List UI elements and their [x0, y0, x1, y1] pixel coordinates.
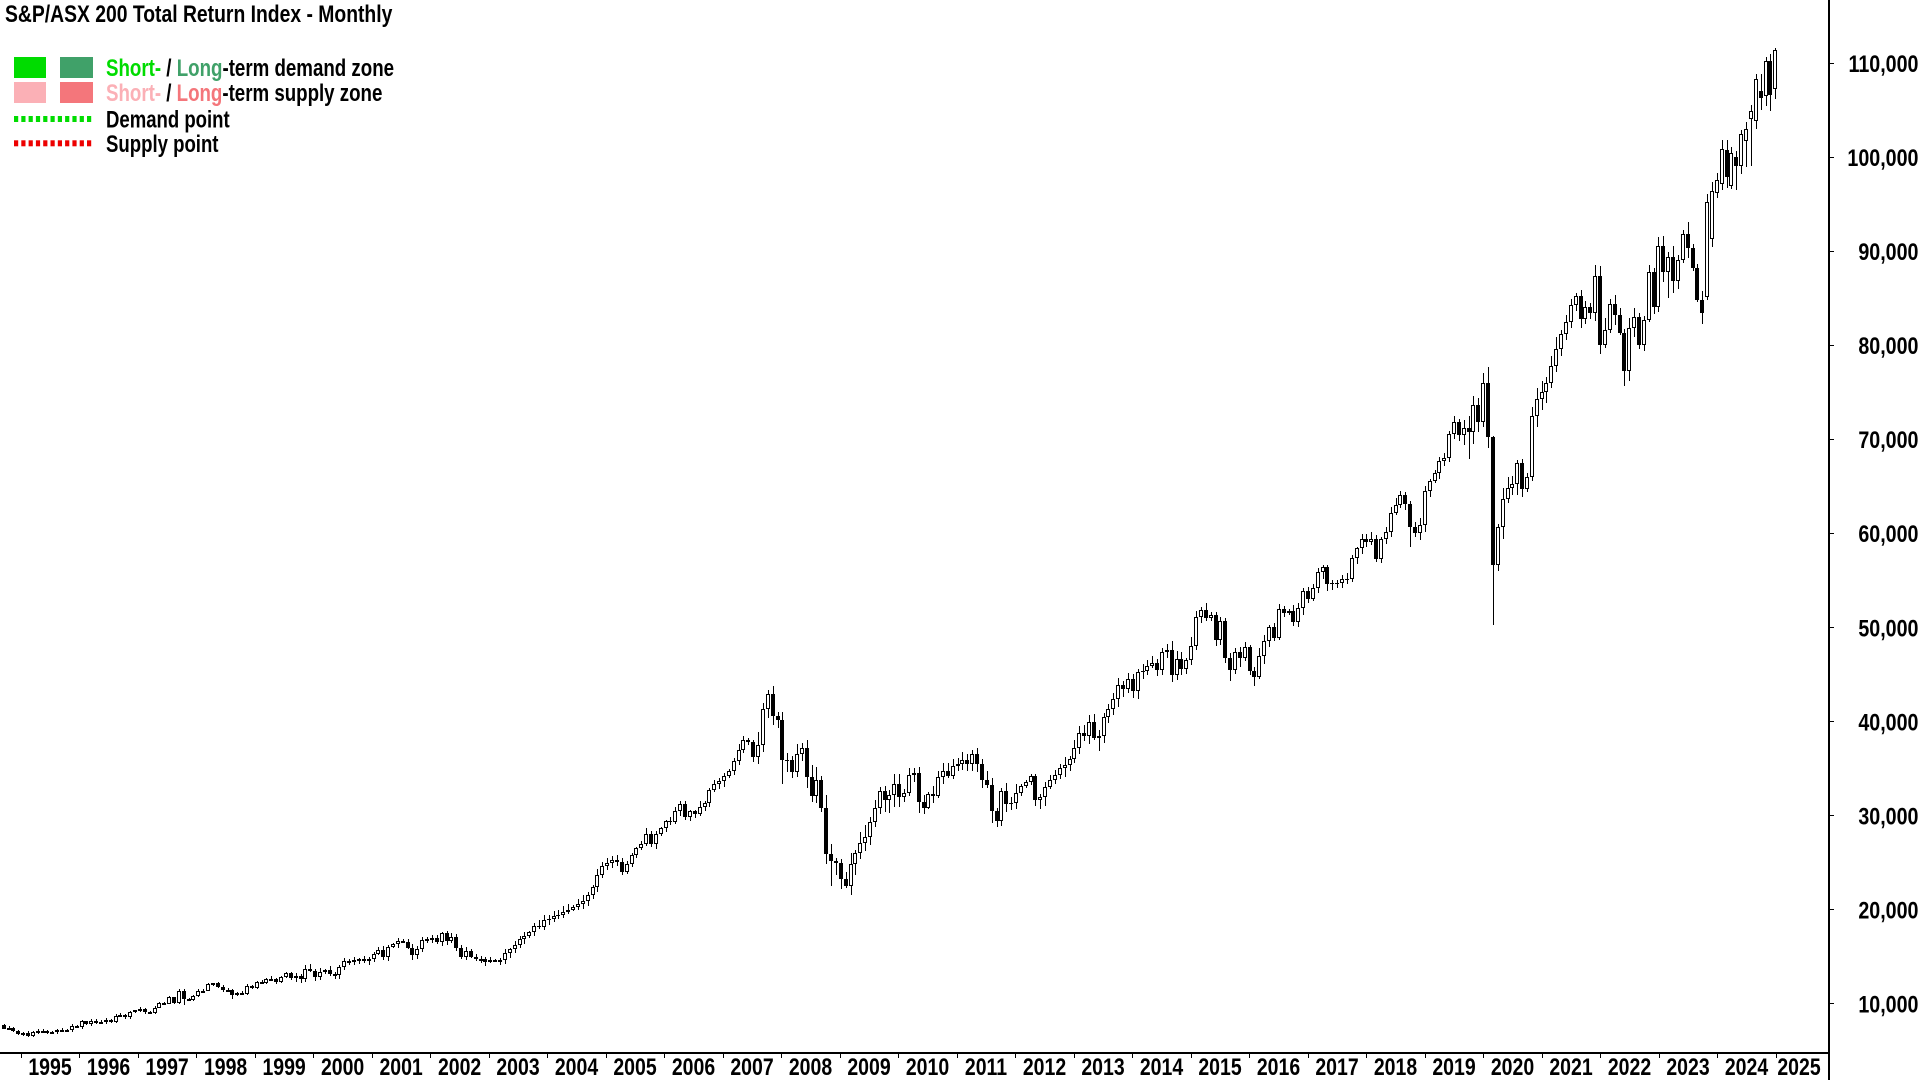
svg-text:2016: 2016 — [1257, 1053, 1300, 1080]
svg-text:2014: 2014 — [1140, 1053, 1183, 1080]
svg-text:80,000: 80,000 — [1858, 332, 1918, 359]
svg-text:2024: 2024 — [1725, 1053, 1768, 1080]
svg-text:2004: 2004 — [555, 1053, 598, 1080]
svg-text:2022: 2022 — [1608, 1053, 1651, 1080]
svg-text:1995: 1995 — [28, 1053, 71, 1080]
svg-text:2019: 2019 — [1432, 1053, 1475, 1080]
svg-text:50,000: 50,000 — [1858, 615, 1918, 642]
svg-text:Demand point: Demand point — [106, 108, 230, 134]
svg-text:Short- / Long-term supply zone: Short- / Long-term supply zone — [106, 80, 383, 107]
svg-text:1998: 1998 — [204, 1053, 247, 1080]
svg-text:Supply point: Supply point — [106, 131, 219, 158]
svg-text:2003: 2003 — [496, 1053, 539, 1080]
svg-text:2000: 2000 — [321, 1053, 364, 1080]
svg-text:20,000: 20,000 — [1858, 897, 1918, 924]
svg-text:2020: 2020 — [1491, 1053, 1534, 1080]
svg-text:2005: 2005 — [613, 1053, 656, 1080]
svg-text:2012: 2012 — [1023, 1053, 1066, 1080]
svg-text:110,000: 110,000 — [1848, 50, 1918, 77]
svg-text:2009: 2009 — [847, 1053, 890, 1080]
svg-text:10,000: 10,000 — [1858, 991, 1918, 1018]
svg-text:60,000: 60,000 — [1858, 520, 1918, 547]
svg-text:Short- / Long-term demand zone: Short- / Long-term demand zone — [106, 55, 394, 82]
svg-text:2001: 2001 — [379, 1053, 422, 1080]
svg-text:2021: 2021 — [1549, 1053, 1592, 1080]
svg-text:2008: 2008 — [789, 1053, 832, 1080]
svg-text:1999: 1999 — [262, 1053, 305, 1080]
svg-text:2011: 2011 — [965, 1053, 1007, 1080]
svg-text:S&P/ASX 200 Total Return Index: S&P/ASX 200 Total Return Index - Monthly — [5, 0, 392, 27]
svg-text:2017: 2017 — [1315, 1053, 1358, 1080]
svg-text:2006: 2006 — [672, 1053, 715, 1080]
svg-text:1997: 1997 — [145, 1053, 188, 1080]
svg-text:2013: 2013 — [1081, 1053, 1124, 1080]
svg-text:100,000: 100,000 — [1847, 144, 1918, 171]
svg-text:90,000: 90,000 — [1858, 238, 1918, 265]
svg-text:2010: 2010 — [906, 1053, 949, 1080]
svg-text:2015: 2015 — [1198, 1053, 1241, 1080]
svg-text:1996: 1996 — [87, 1053, 130, 1080]
svg-text:2002: 2002 — [438, 1053, 481, 1080]
svg-text:2007: 2007 — [730, 1053, 773, 1080]
svg-text:30,000: 30,000 — [1858, 803, 1918, 830]
svg-text:2018: 2018 — [1374, 1053, 1417, 1080]
svg-text:40,000: 40,000 — [1858, 709, 1918, 736]
svg-text:70,000: 70,000 — [1858, 426, 1918, 453]
svg-text:2023: 2023 — [1666, 1053, 1709, 1080]
svg-text:2025: 2025 — [1777, 1053, 1820, 1080]
